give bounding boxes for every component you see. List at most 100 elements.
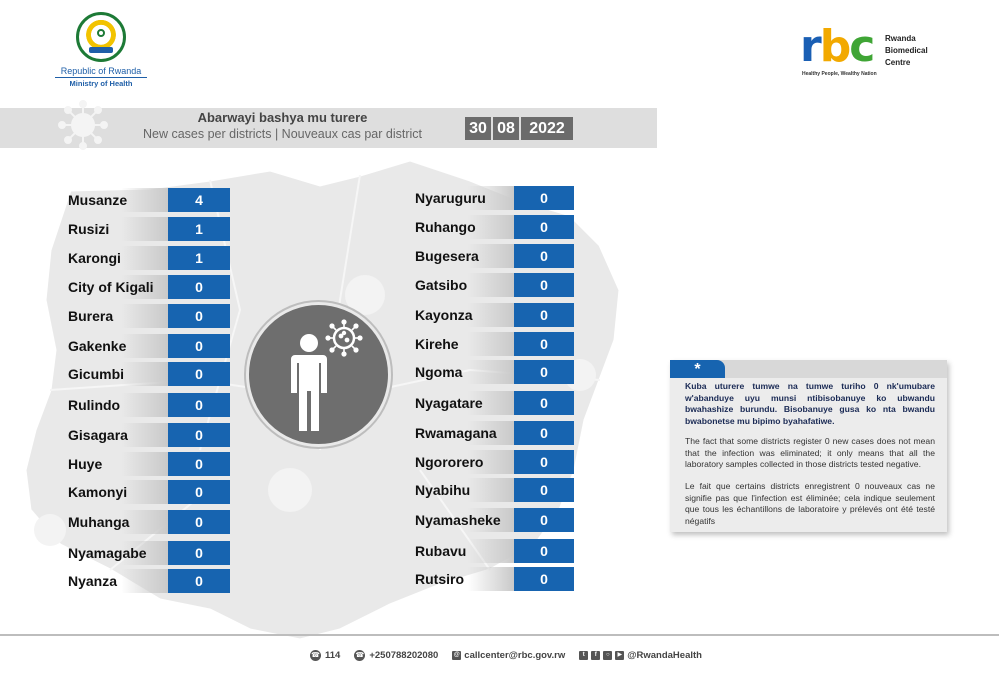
- virus-icon: [325, 319, 363, 357]
- email-contact: @ callcenter@rbc.gov.rw: [452, 650, 565, 661]
- new-cases-value: 0: [514, 508, 574, 532]
- district-row-nyamagabe: Nyamagabe 0: [64, 541, 230, 565]
- title-english-french: New cases per districts | Nouveaux cas p…: [142, 127, 423, 141]
- district-row-ngororero: Ngororero 0: [411, 450, 574, 474]
- district-name: Rutsiro: [411, 567, 514, 591]
- district-row-musanze: Musanze 4: [64, 188, 230, 212]
- district-name: Nyaruguru: [411, 186, 514, 210]
- new-cases-value: 0: [168, 423, 230, 447]
- new-cases-value: 0: [168, 334, 230, 358]
- email-address: callcenter@rbc.gov.rw: [464, 649, 566, 661]
- district-name: Huye: [64, 452, 168, 476]
- ministry-name: Ministry of Health: [69, 79, 133, 88]
- district-row-kamonyi: Kamonyi 0: [64, 480, 230, 504]
- new-cases-value: 0: [514, 391, 574, 415]
- new-cases-value: 4: [168, 188, 230, 212]
- rbc-logo: rbc Rwanda Biomedical Centre Healthy Peo…: [800, 25, 950, 85]
- date-day: 30: [465, 117, 491, 140]
- rbc-name: Rwanda Biomedical Centre: [885, 34, 928, 67]
- hotline-contact: ☎ 114: [310, 649, 341, 661]
- district-row-ruhango: Ruhango 0: [411, 215, 574, 239]
- phone-icon: ☎: [310, 649, 321, 661]
- district-row-rusizi: Rusizi 1: [64, 217, 230, 241]
- rbc-logo-mark: rbc: [800, 21, 875, 72]
- district-name: Nyagatare: [411, 391, 514, 415]
- district-row-muhanga: Muhanga 0: [64, 510, 230, 534]
- new-cases-value: 0: [514, 332, 574, 356]
- new-cases-value: 0: [514, 539, 574, 563]
- note-french: Le fait que certains districts enregistr…: [685, 481, 935, 526]
- district-row-rulindo: Rulindo 0: [64, 393, 230, 417]
- date-year: 2022: [521, 117, 573, 140]
- district-name: Kayonza: [411, 303, 514, 327]
- new-cases-value: 0: [168, 510, 230, 534]
- virus-icon: [58, 100, 108, 150]
- disclaimer-note: * Kuba uturere tumwe na tumwe turiho 0 n…: [670, 360, 947, 532]
- district-name: Gisagara: [64, 423, 168, 447]
- district-row-huye: Huye 0: [64, 452, 230, 476]
- district-name: Nyabihu: [411, 478, 514, 502]
- new-cases-value: 0: [514, 478, 574, 502]
- new-cases-value: 0: [168, 393, 230, 417]
- coat-of-arms-icon: [76, 12, 126, 62]
- new-cases-value: 0: [514, 303, 574, 327]
- new-cases-value: 0: [514, 421, 574, 445]
- district-name: Nyamagabe: [64, 541, 168, 565]
- district-row-rutsiro: Rutsiro 0: [411, 567, 574, 591]
- district-name: Rubavu: [411, 539, 514, 563]
- new-cases-value: 0: [168, 569, 230, 593]
- new-cases-value: 0: [168, 304, 230, 328]
- district-name: Nyanza: [64, 569, 168, 593]
- social-contact: t f ○ ▶ @RwandaHealth: [579, 650, 702, 661]
- new-cases-value: 0: [514, 450, 574, 474]
- new-cases-value: 0: [514, 215, 574, 239]
- district-row-gisagara: Gisagara 0: [64, 423, 230, 447]
- district-row-rwamagana: Rwamagana 0: [411, 421, 574, 445]
- new-cases-value: 1: [168, 217, 230, 241]
- social-handle: @RwandaHealth: [627, 649, 702, 661]
- government-name: Republic of Rwanda: [55, 66, 147, 78]
- district-row-gakenke: Gakenke 0: [64, 334, 230, 358]
- district-row-nyabihu: Nyabihu 0: [411, 478, 574, 502]
- new-cases-value: 0: [168, 452, 230, 476]
- district-row-nyamasheke: Nyamasheke 0: [411, 508, 574, 532]
- district-row-karongi: Karongi 1: [64, 246, 230, 270]
- district-name: Kamonyi: [64, 480, 168, 504]
- district-name: City of Kigali: [64, 275, 168, 299]
- district-name: Gicumbi: [64, 362, 168, 386]
- facebook-icon: f: [591, 650, 601, 660]
- district-row-city-of-kigali: City of Kigali 0: [64, 275, 230, 299]
- footer-divider: [0, 634, 999, 636]
- district-row-gatsibo: Gatsibo 0: [411, 273, 574, 297]
- district-name: Gatsibo: [411, 273, 514, 297]
- district-name: Gakenke: [64, 334, 168, 358]
- district-row-nyaruguru: Nyaruguru 0: [411, 186, 574, 210]
- hotline-number: 114: [325, 649, 341, 661]
- note-kinyarwanda: Kuba uturere tumwe na tumwe turiho 0 nk'…: [685, 381, 935, 426]
- title-kinyarwanda: Abarwayi bashya mu turere: [197, 110, 368, 125]
- person-icon: [291, 334, 327, 431]
- district-name: Burera: [64, 304, 168, 328]
- district-row-burera: Burera 0: [64, 304, 230, 328]
- note-english: The fact that some districts register 0 …: [685, 436, 935, 469]
- district-row-bugesera: Bugesera 0: [411, 244, 574, 268]
- email-icon: @: [452, 650, 462, 660]
- district-name: Kirehe: [411, 332, 514, 356]
- government-logo: Republic of Rwanda Ministry of Health: [55, 12, 147, 88]
- district-name: Nyamasheke: [411, 508, 514, 532]
- district-row-kirehe: Kirehe 0: [411, 332, 574, 356]
- new-cases-value: 0: [514, 360, 574, 384]
- new-cases-value: 0: [514, 567, 574, 591]
- district-name: Rwamagana: [411, 421, 514, 445]
- rbc-tagline: Healthy People, Wealthy Nation: [802, 71, 877, 77]
- new-cases-value: 0: [514, 273, 574, 297]
- district-name: Rusizi: [64, 217, 168, 241]
- whatsapp-number: +250788202080: [369, 649, 439, 661]
- district-row-nyanza: Nyanza 0: [64, 569, 230, 593]
- new-cases-value: 0: [168, 541, 230, 565]
- whatsapp-icon: ☎: [354, 649, 366, 661]
- new-cases-value: 0: [514, 186, 574, 210]
- youtube-icon: ▶: [615, 650, 625, 660]
- new-cases-value: 0: [168, 480, 230, 504]
- twitter-icon: t: [579, 650, 589, 660]
